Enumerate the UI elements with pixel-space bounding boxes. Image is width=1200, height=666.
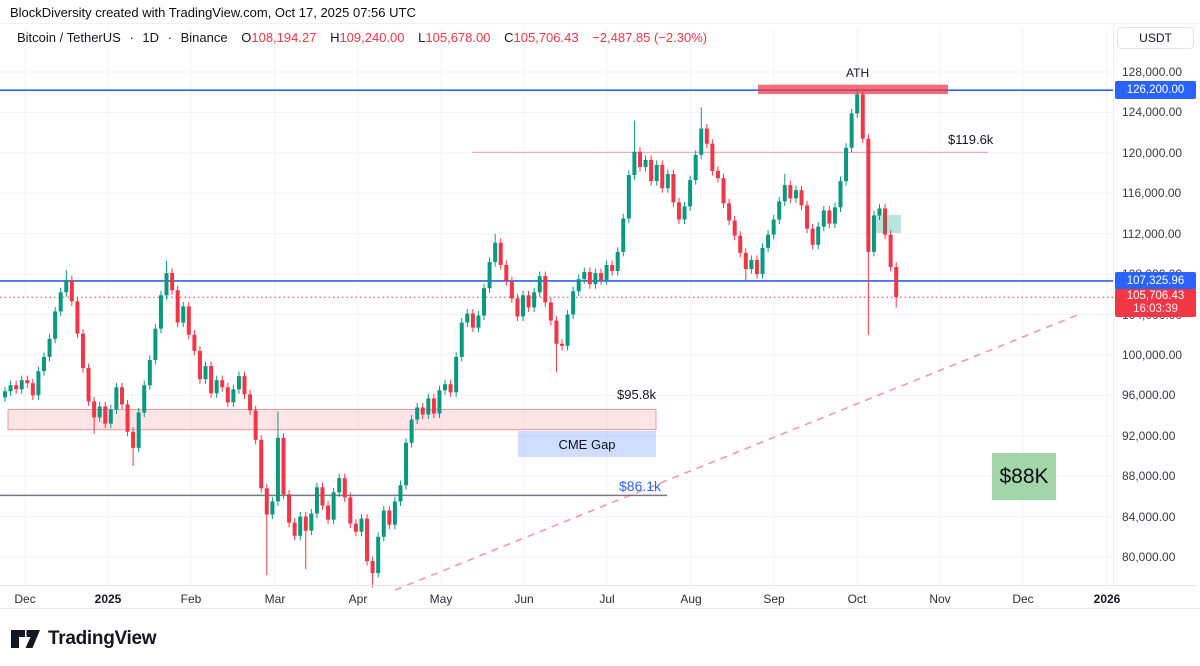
ath-label: ATH — [846, 66, 870, 80]
time-tick-label: 2026 — [1093, 592, 1121, 606]
price-tick-label: 116,000.00 — [1122, 186, 1182, 201]
symbol-timeframe: 1D — [142, 30, 160, 45]
price-target-box[interactable]: $88K — [992, 453, 1056, 500]
time-tick-label: Jul — [599, 592, 615, 606]
ath-zone-bar — [758, 84, 948, 95]
cme-gap-label: CME Gap — [558, 436, 616, 452]
position-box — [873, 214, 901, 233]
price-tick-label: 120,000.00 — [1122, 145, 1183, 160]
symbol-exchange: Binance — [180, 30, 228, 45]
supply-zone-95k — [7, 408, 657, 431]
time-tick-label: May — [429, 592, 453, 606]
price-tick-label: 88,000.00 — [1122, 469, 1176, 484]
zones-below-layer — [7, 408, 657, 431]
time-tick-label: Dec — [1012, 592, 1034, 606]
price-tick-label: 112,000.00 — [1122, 226, 1182, 241]
price-tick-label: 84,000.00 — [1122, 509, 1176, 524]
time-tick-label: Apr — [348, 592, 368, 606]
price-tick-label: 80,000.00 — [1122, 550, 1176, 564]
last-price-label: 105,706.43 16:03:39 — [1115, 289, 1196, 318]
attribution-divider — [0, 23, 1200, 24]
grid-layer — [0, 28, 1113, 585]
ohlc-low: L105,678.00 — [418, 30, 491, 45]
ohlc-high: H109,240.00 — [330, 30, 405, 45]
price-tick-label: 128,000.00 — [1122, 65, 1183, 79]
price-tick-label: 124,000.00 — [1122, 105, 1183, 120]
time-tick-label: Jun — [514, 592, 534, 606]
time-tick-label: Mar — [264, 592, 286, 606]
supply-zone-label: $95.8k — [617, 387, 657, 402]
tradingview-wordmark: TradingView — [48, 628, 157, 649]
time-tick-label: Nov — [929, 592, 951, 606]
separator: · — [129, 30, 134, 45]
currency-toggle-button[interactable]: USDT — [1117, 27, 1194, 49]
trendline-layer — [394, 313, 1081, 591]
support-86k-label: $86.1k — [619, 478, 662, 494]
price-tick-label: 100,000.00 — [1122, 347, 1183, 362]
bar-countdown: 16:03:39 — [1133, 303, 1178, 316]
ohlc-open: O108,194.27 — [241, 30, 317, 45]
time-tick-label: 2025 — [94, 592, 122, 606]
price-axis-border — [1113, 23, 1114, 585]
tradingview-logo[interactable]: TradingView — [10, 628, 157, 650]
price-target-label: $88K — [999, 464, 1049, 488]
time-tick-label: Feb — [180, 592, 202, 606]
time-tick-label: Oct — [847, 592, 867, 606]
time-tick-label: Sep — [763, 592, 785, 606]
price-label-107325: 107,325.96 — [1115, 271, 1196, 290]
time-tick-label: Aug — [680, 592, 702, 606]
time-tick-label: Dec — [14, 592, 36, 606]
tradingview-logo-icon — [11, 630, 40, 648]
ohlc-close: C105,706.43 — [504, 30, 579, 45]
ascending-trendline — [394, 313, 1081, 591]
price-tick-label: 92,000.00 — [1122, 428, 1176, 443]
price-tick-label: 96,000.00 — [1122, 388, 1176, 403]
symbol-info-bar[interactable]: Bitcoin / TetherUS · 1D · Binance O108,1… — [17, 30, 707, 45]
price-change: −2,487.85 (−2.30%) — [592, 30, 708, 45]
time-axis-border — [0, 585, 1196, 586]
symbol-name: Bitcoin / TetherUS — [17, 30, 121, 45]
separator: · — [167, 30, 172, 45]
widget-bottom-border — [0, 608, 1200, 609]
cme-gap-box[interactable]: CME Gap — [518, 431, 656, 457]
attribution-text: BlockDiversity created with TradingView.… — [10, 5, 416, 20]
resistance-119k-label: $119.6k — [948, 132, 994, 147]
zones-above-layer — [758, 84, 948, 233]
candles-layer — [3, 88, 899, 588]
price-label-126200: 126,200.00 — [1115, 81, 1196, 100]
